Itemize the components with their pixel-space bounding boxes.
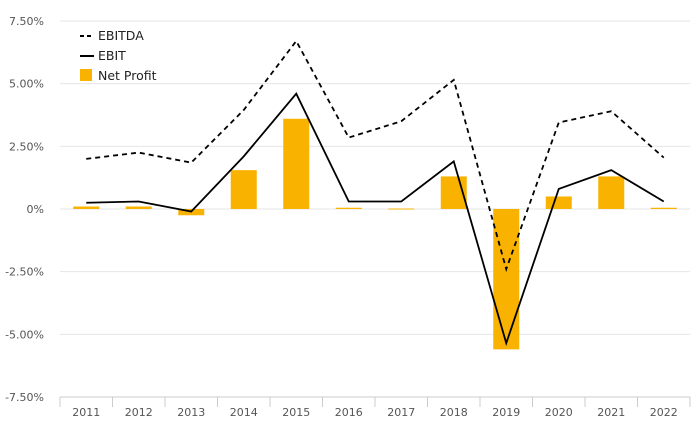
- x-tick-label: 2012: [125, 406, 153, 419]
- y-tick-label: -5.00%: [5, 328, 44, 341]
- x-tick-label: 2020: [545, 406, 573, 419]
- ebit-line: [86, 92, 665, 347]
- net-profit-bar: [545, 196, 572, 209]
- y-tick-label: -2.50%: [5, 266, 44, 279]
- legend-ebitda-label: EBITDA: [98, 28, 144, 43]
- x-tick-label: 2013: [177, 406, 205, 419]
- net-profit-bar: [598, 176, 625, 209]
- net-profit-bar: [125, 206, 152, 209]
- x-tick-label: 2014: [230, 406, 258, 419]
- legend: EBITDA EBIT Net Profit: [80, 28, 157, 83]
- line-series: [86, 39, 665, 347]
- net-profit-bars: [73, 118, 677, 350]
- net-profit-bar: [388, 208, 415, 210]
- x-tick-label: 2019: [492, 406, 520, 419]
- net-profit-bar: [73, 206, 100, 209]
- x-tick-label: 2011: [72, 406, 100, 419]
- net-profit-bar: [493, 209, 520, 350]
- x-tick-label: 2015: [282, 406, 310, 419]
- net-profit-bar: [335, 207, 362, 209]
- legend-net-profit-swatch: [80, 69, 92, 81]
- legend-ebit-label: EBIT: [98, 48, 126, 63]
- y-axis: 7.50% 5.00% 2.50% 0% -2.50% -5.00% -7.50%: [5, 15, 44, 404]
- y-tick-label: -7.50%: [5, 391, 44, 404]
- net-profit-bar: [283, 118, 310, 209]
- legend-net-profit-label: Net Profit: [98, 68, 157, 83]
- net-profit-bar: [230, 170, 257, 209]
- x-tick-label: 2021: [597, 406, 625, 419]
- x-axis: 2011 2012 2013 2014 2015 2016 2017 2018 2019 2020…: [59, 396, 691, 419]
- x-tick-label: 2016: [335, 406, 363, 419]
- ebitda-line: [86, 39, 665, 273]
- y-tick-label: 7.50%: [9, 15, 44, 28]
- y-tick-label: 5.00%: [9, 78, 44, 91]
- net-profit-bar: [650, 207, 677, 209]
- x-tick-label: 2022: [650, 406, 678, 419]
- x-tick-label: 2017: [387, 406, 415, 419]
- y-tick-label: 2.50%: [9, 140, 44, 153]
- y-tick-label: 0%: [27, 203, 44, 216]
- x-tick-label: 2018: [440, 406, 468, 419]
